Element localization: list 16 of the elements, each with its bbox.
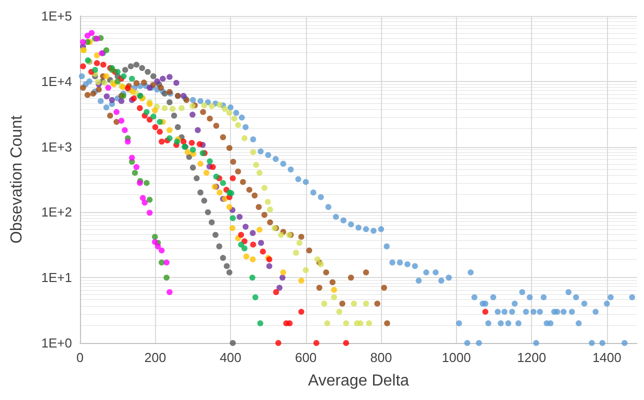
y-tick-label: 1E+2: [41, 204, 72, 220]
x-tick-label: 400: [220, 350, 242, 365]
y-tick-label: 1E+1: [41, 270, 72, 286]
x-tick-label: 1400: [592, 350, 622, 365]
x-tick-label: 800: [370, 350, 392, 365]
x-tick-label: 0: [76, 350, 84, 365]
y-tick-label: 1E+4: [41, 74, 72, 89]
x-axis-title: Average Delta: [308, 372, 410, 390]
x-tick-label: 1000: [442, 350, 471, 365]
x-tick-label: 200: [144, 350, 166, 365]
y-tick-label: 1E+0: [41, 336, 72, 350]
x-tick-label: 600: [294, 350, 317, 365]
x-tick-label: 1200: [517, 350, 546, 365]
y-tick-label: 1E+5: [41, 8, 72, 24]
y-axis-title: Obsevation Count: [8, 114, 26, 244]
y-tick-label: 1E+3: [41, 139, 72, 154]
